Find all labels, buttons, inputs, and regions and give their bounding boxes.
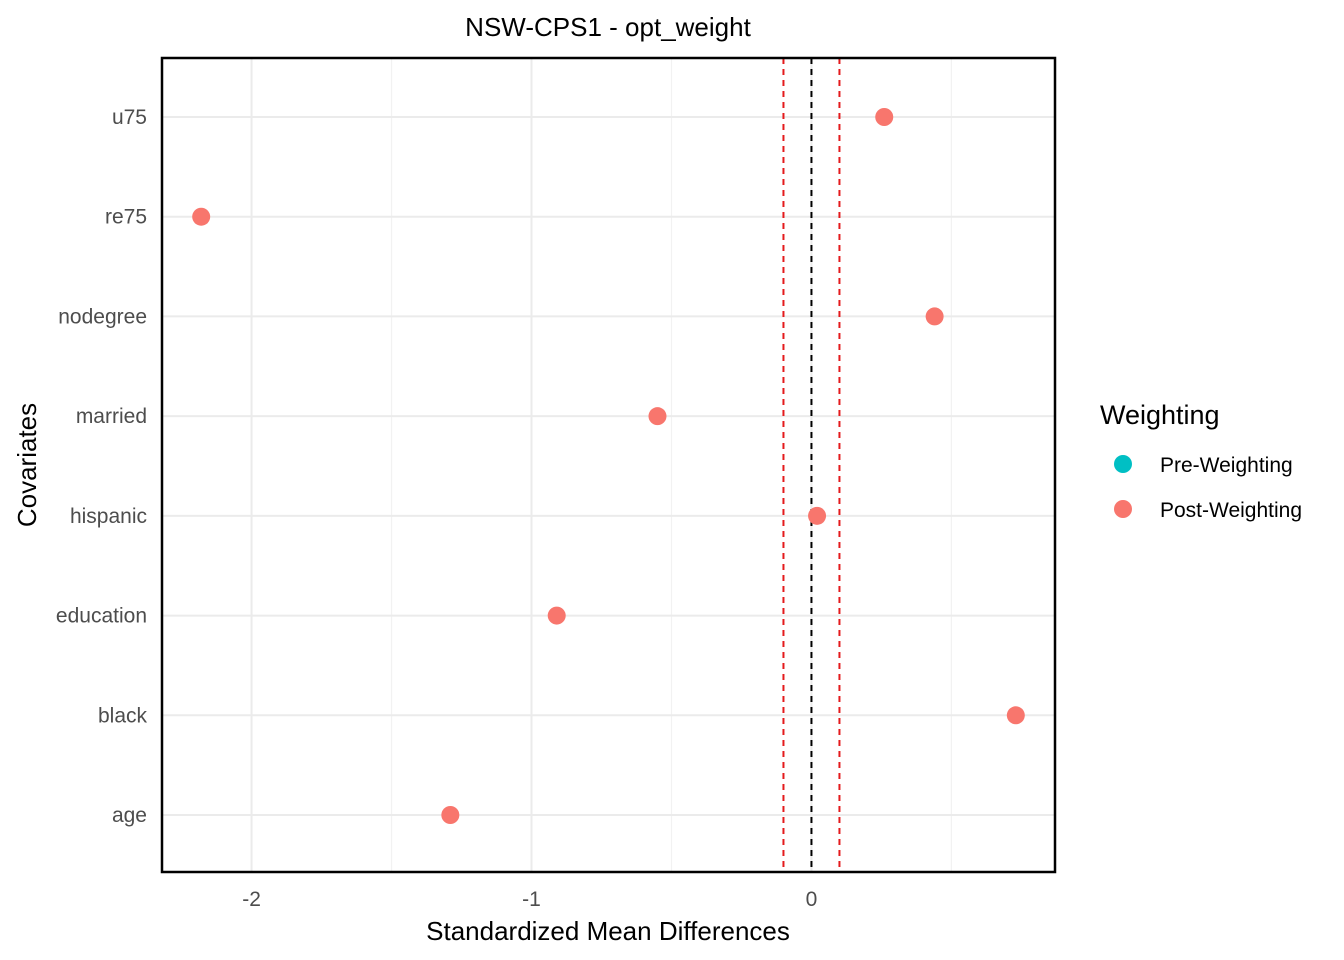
y-tick-label: age bbox=[112, 804, 147, 827]
chart-title: NSW-CPS1 - opt_weight bbox=[465, 12, 751, 42]
point-married bbox=[648, 407, 667, 426]
y-tick-label: education bbox=[56, 605, 147, 628]
legend-label: Pre-Weighting bbox=[1160, 454, 1293, 477]
legend: Weighting Pre-Weighting Post-Weighting bbox=[1100, 400, 1302, 522]
x-tick-label: -2 bbox=[242, 888, 261, 911]
legend-label: Post-Weighting bbox=[1160, 499, 1302, 522]
y-axis-tick-labels: age black education hispanic married nodegree… bbox=[56, 106, 148, 827]
point-re75 bbox=[192, 207, 211, 226]
point-nodegree bbox=[925, 307, 944, 326]
y-tick-label: married bbox=[76, 405, 147, 428]
y-axis-title: Covariates bbox=[12, 403, 42, 527]
y-tick-label: nodegree bbox=[58, 305, 147, 328]
y-tick-label: black bbox=[98, 704, 148, 727]
x-tick-label: -1 bbox=[522, 888, 541, 911]
y-tick-label: hispanic bbox=[70, 505, 147, 528]
data-points bbox=[192, 108, 1025, 824]
reference-lines bbox=[782, 58, 841, 872]
legend-title: Weighting bbox=[1100, 400, 1220, 430]
point-education bbox=[547, 606, 566, 625]
point-u75 bbox=[875, 108, 894, 126]
point-black bbox=[1006, 706, 1025, 725]
x-axis-title: Standardized Mean Differences bbox=[426, 916, 790, 946]
point-age bbox=[441, 806, 460, 824]
legend-entries: Pre-Weighting Post-Weighting bbox=[1114, 454, 1302, 522]
grid-layer bbox=[162, 58, 1055, 872]
panel-border bbox=[160, 56, 1057, 874]
x-tick-label: 0 bbox=[806, 888, 818, 911]
legend-key bbox=[1114, 455, 1132, 473]
y-tick-label: u75 bbox=[112, 106, 147, 129]
y-tick-label: re75 bbox=[105, 206, 147, 229]
legend-key bbox=[1114, 500, 1132, 518]
x-axis-tick-labels: -2 -1 0 bbox=[242, 888, 817, 911]
point-hispanic bbox=[808, 506, 827, 525]
